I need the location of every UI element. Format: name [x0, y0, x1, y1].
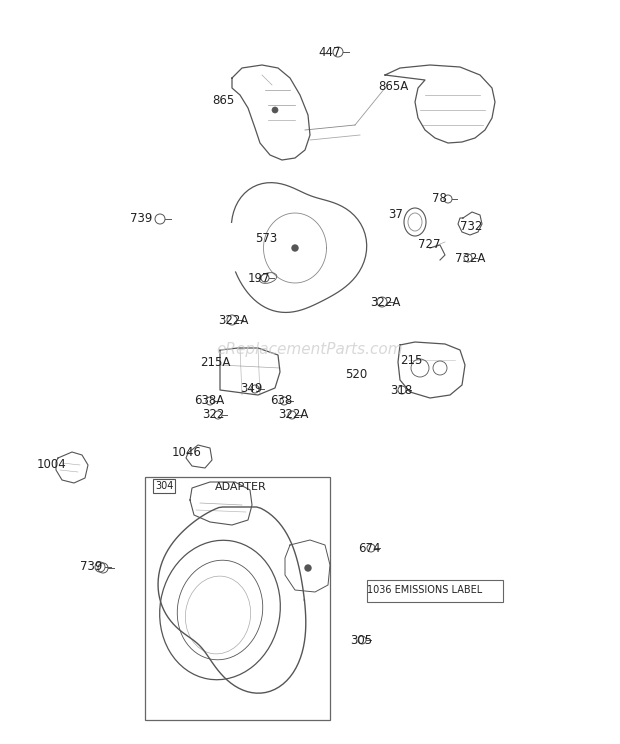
Text: 37: 37	[388, 208, 403, 222]
Bar	[145, 477, 330, 720]
Text: 727: 727	[418, 239, 440, 251]
Text: 520: 520	[345, 368, 367, 382]
Text: 739: 739	[130, 211, 153, 225]
Text: 197: 197	[248, 272, 270, 284]
Text: 318: 318	[390, 383, 412, 397]
Text: 732A: 732A	[455, 251, 485, 265]
Text: 322A: 322A	[278, 408, 308, 422]
Bar	[367, 580, 503, 602]
Text: 349: 349	[240, 382, 262, 394]
Text: 304: 304	[155, 481, 174, 491]
Text: 732: 732	[460, 219, 482, 232]
Text: 215A: 215A	[200, 356, 231, 368]
Text: 1046: 1046	[172, 446, 202, 458]
Text: 322A: 322A	[370, 295, 401, 309]
Text: eReplacementParts.com: eReplacementParts.com	[216, 342, 404, 357]
Text: 865: 865	[212, 94, 234, 106]
Circle shape	[305, 565, 311, 571]
Circle shape	[272, 107, 278, 113]
Text: 215: 215	[400, 353, 422, 367]
Text: 638A: 638A	[194, 394, 224, 406]
Circle shape	[292, 245, 298, 251]
Text: 322: 322	[202, 408, 224, 422]
Text: 322A: 322A	[218, 313, 249, 327]
Text: 638: 638	[270, 394, 292, 406]
Text: 78: 78	[432, 191, 447, 205]
Text: 447: 447	[318, 45, 340, 59]
Text: 739: 739	[80, 559, 102, 572]
Text: 1004: 1004	[37, 458, 67, 472]
Text: ADAPTER: ADAPTER	[215, 482, 267, 492]
Text: 865A: 865A	[378, 80, 408, 94]
Text: 674: 674	[358, 542, 381, 554]
Text: 573: 573	[255, 231, 277, 245]
Text: 305: 305	[350, 633, 372, 647]
Text: 1036 EMISSIONS LABEL: 1036 EMISSIONS LABEL	[368, 585, 482, 595]
